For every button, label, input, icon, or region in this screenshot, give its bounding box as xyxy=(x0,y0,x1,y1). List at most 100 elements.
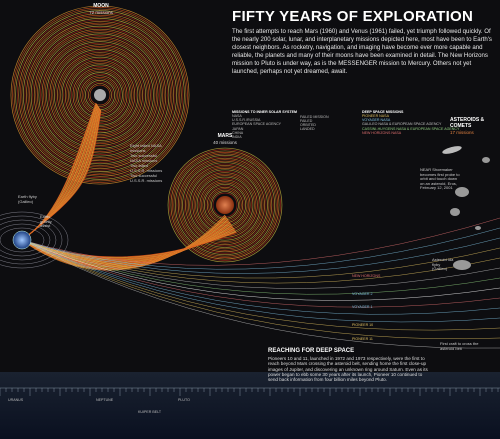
deep-trajectory xyxy=(21,239,500,279)
moon-ring xyxy=(89,84,111,106)
moon-ring xyxy=(22,17,178,173)
legend-title: MISSIONS TO INNER SOLAR SYSTEM xyxy=(232,110,298,114)
deep-trajectory xyxy=(21,239,500,308)
moon-trajectory xyxy=(21,110,102,241)
moon-ring xyxy=(49,44,151,146)
target-missions: 17 missions xyxy=(450,130,474,135)
legend-status: FAILED MISSION FAILED ORBITED LANDED xyxy=(300,115,329,132)
moon-ring xyxy=(19,14,181,176)
earth-orbit xyxy=(0,219,57,261)
mars-ring xyxy=(167,147,283,263)
moon-ring xyxy=(16,11,184,179)
deep-trajectory xyxy=(21,217,500,266)
moon-ring xyxy=(61,56,139,134)
trajectory-label: PIONEER 10 xyxy=(352,323,374,327)
trajectory-label: VOYAGER 1 xyxy=(352,305,373,309)
legend-deep: DEEP SPACE MISSIONS PIONEER NASA VOYAGER… xyxy=(362,110,487,135)
moon-ring xyxy=(50,45,150,145)
annotation: First craft to cross the asteroid belt xyxy=(440,341,479,351)
mars-ring xyxy=(173,153,277,257)
moon-ring xyxy=(72,67,128,123)
legend-status-item: ORBITED xyxy=(300,123,316,128)
target-name: MOON xyxy=(93,3,109,9)
title: FIFTY YEARS OF EXPLORATION xyxy=(232,8,474,25)
annotation: Two failed U.S.S.R. missions xyxy=(130,163,163,173)
legend-item: NEW HORIZONS NASA xyxy=(362,130,402,135)
mars-ring xyxy=(180,160,270,250)
legend-item: EUROPEAN SPACE AGENCY xyxy=(232,122,282,127)
mars-ring xyxy=(172,152,278,258)
moon-ring xyxy=(12,7,188,183)
region-label: KUIPER BELT xyxy=(138,410,162,414)
mars xyxy=(216,196,234,214)
legend-item: PIONEER NASA xyxy=(362,114,389,119)
legend-item: INDIA xyxy=(232,134,242,139)
mars-ring xyxy=(176,156,274,254)
outer-strip xyxy=(0,372,500,439)
moon-ring xyxy=(41,36,159,154)
moon-ring xyxy=(38,33,162,157)
annotation: Asteroid Ida flyby (Galileo) xyxy=(432,257,454,272)
annotation: Eight failed NASA missions xyxy=(130,143,162,153)
moon-ring xyxy=(46,41,154,149)
planet-label: PLUTO xyxy=(178,398,190,402)
moon-ring xyxy=(66,61,134,129)
moon-ring xyxy=(69,64,131,126)
moon-ring xyxy=(67,62,133,128)
mars-ring xyxy=(169,149,281,261)
planet-label: NEPTUNE xyxy=(96,398,114,402)
deep-trajectory xyxy=(21,239,500,331)
moon-ring xyxy=(88,83,112,107)
moon-ring xyxy=(30,25,170,165)
moon-ring xyxy=(35,30,165,160)
moon-ring xyxy=(26,21,174,169)
mars-ring xyxy=(185,165,265,245)
earth-orbit xyxy=(0,227,45,253)
moon-ring xyxy=(55,50,145,140)
asteroids xyxy=(442,146,490,270)
moon-ring xyxy=(52,47,148,143)
deep-trajectory xyxy=(21,239,500,289)
legend-item: VOYAGER NASA xyxy=(362,118,391,123)
moon-ring xyxy=(10,5,190,185)
mars-ring xyxy=(186,166,264,244)
moon-ring xyxy=(86,81,114,109)
target-missions: 40 missions xyxy=(213,140,237,145)
moon-ring xyxy=(47,42,153,148)
annotation: Earth flyby (Galileo) xyxy=(18,194,37,204)
moon-ring xyxy=(36,31,164,159)
moon-ring xyxy=(27,22,173,168)
target-name: ASTEROIDS & COMETS xyxy=(450,117,485,129)
earth-orbit xyxy=(0,223,51,257)
deep-trajectory xyxy=(21,227,500,270)
annotation: Earth gravity assist xyxy=(40,214,52,229)
mars-ring xyxy=(183,163,267,247)
deep-trajectory xyxy=(21,239,500,295)
deep-trajectory xyxy=(21,239,500,349)
moon-ring xyxy=(63,58,137,132)
moon-ring xyxy=(21,16,179,174)
moon-ring xyxy=(71,66,129,124)
annotation: Two successful NASA missions xyxy=(130,153,158,163)
target-missions: 72 missions xyxy=(89,10,113,15)
moon-ring xyxy=(15,10,185,180)
mars-ring xyxy=(190,170,260,240)
deep-trajectory xyxy=(21,239,500,340)
legend-item: GALILEO NASA & EUROPEAN SPACE AGENCY xyxy=(362,122,442,127)
moon-ring xyxy=(33,28,167,162)
legend-status-item: FAILED xyxy=(300,119,313,124)
moon-ring xyxy=(44,39,156,151)
deep-trajectory xyxy=(21,237,500,274)
annotation: Two successful U.S.S.R. missions xyxy=(130,173,163,183)
trajectory-label: NEW HORIZONS xyxy=(352,274,381,278)
earth xyxy=(12,230,32,250)
legend-item: CHINA xyxy=(232,130,244,135)
legend-title: DEEP SPACE MISSIONS xyxy=(362,110,404,114)
moon-ring xyxy=(58,53,142,137)
deep-trajectory xyxy=(21,239,500,315)
target-name: MARS xyxy=(217,133,233,139)
moon-ring xyxy=(32,27,168,163)
mars-ring xyxy=(177,157,273,253)
earth-orbit xyxy=(0,211,69,269)
